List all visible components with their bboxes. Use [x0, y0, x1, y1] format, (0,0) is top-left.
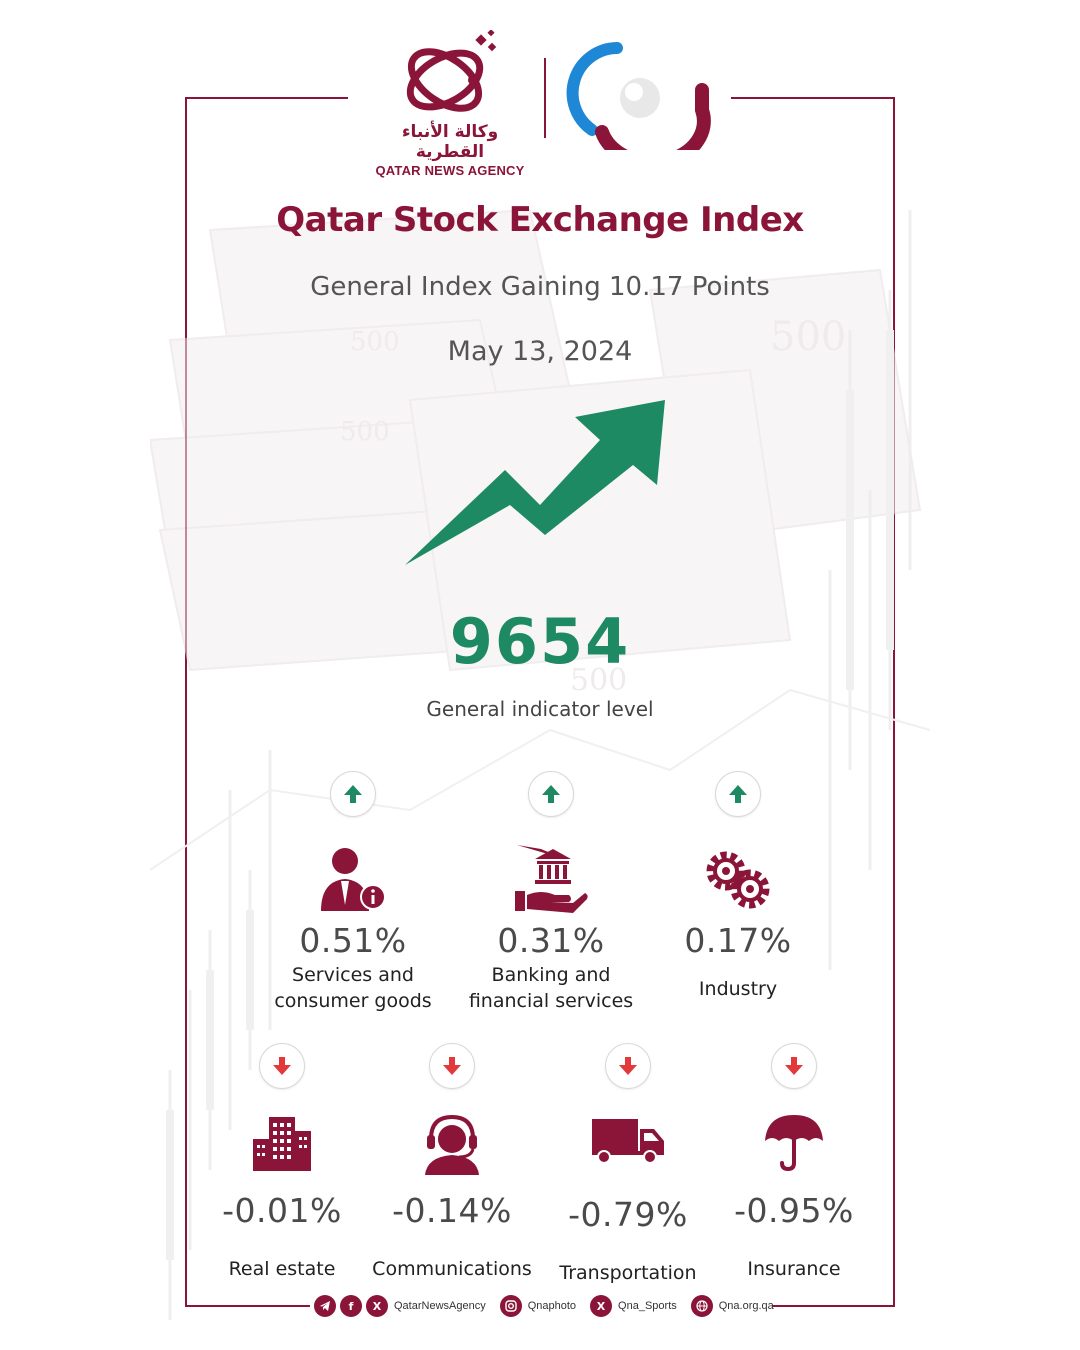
sector-change: -0.01%: [222, 1191, 342, 1230]
sector-change: -0.95%: [734, 1191, 854, 1230]
frame-top-left-border: [185, 97, 348, 99]
qna-logo: وكالة الأنباء القطرية QATAR NEWS AGENCY: [370, 30, 530, 178]
truck-icon: [592, 1119, 664, 1164]
up-arrow-badge: [715, 771, 761, 817]
sector-transportation: -0.79% Transportation: [528, 1043, 728, 1286]
svg-text:500: 500: [770, 314, 846, 360]
frame-top-right-border: [731, 97, 895, 99]
sector-name: Banking and financial services: [468, 964, 634, 1012]
arrow-down-icon: [619, 1057, 637, 1075]
arrow-up-icon: [542, 785, 560, 803]
page-subtitle: General Index Gaining 10.17 Points: [310, 272, 770, 302]
sector-real-estate: -0.01% Real estate: [182, 1043, 382, 1282]
sector-name: Communications: [372, 1258, 532, 1280]
down-arrow-badge: [259, 1043, 305, 1089]
agency-name-english: QATAR NEWS AGENCY: [375, 163, 525, 178]
telegram-icon[interactable]: [314, 1295, 336, 1317]
instagram-icon[interactable]: [499, 1295, 522, 1317]
sector-change: 0.51%: [299, 921, 407, 960]
sector-change: 0.31%: [497, 921, 605, 960]
arrow-down-icon: [273, 1057, 291, 1075]
arrow-up-icon: [344, 785, 362, 803]
qatar-stock-exchange-logo: [566, 42, 711, 150]
svg-text:500: 500: [570, 663, 627, 698]
down-arrow-badge: [429, 1043, 475, 1089]
gears-icon: [706, 851, 770, 909]
arrow-up-icon: [729, 785, 747, 803]
headset-agent-icon: [425, 1114, 479, 1175]
up-arrow-badge: [330, 771, 376, 817]
qna-emblem-icon: [406, 30, 497, 112]
social-footer: f X QatarNewsAgency Qnaphoto X Qna_Sport…: [314, 1292, 784, 1320]
frame-bottom-left-border: [185, 1305, 310, 1307]
sector-insurance: -0.95% Insurance: [694, 1043, 894, 1282]
globe-icon[interactable]: [690, 1295, 713, 1317]
x-twitter-icon[interactable]: X: [366, 1295, 388, 1317]
sector-name: Transportation: [559, 1262, 697, 1284]
report-date: May 13, 2024: [447, 336, 633, 367]
sector-name: Industry: [698, 978, 778, 1000]
sector-change: -0.14%: [392, 1191, 512, 1230]
sector-name: Real estate: [228, 1258, 336, 1280]
down-arrow-badge: [605, 1043, 651, 1089]
svg-text:500: 500: [340, 417, 390, 447]
arrow-down-icon: [785, 1057, 803, 1075]
customer-service-person-icon: [321, 848, 386, 911]
buildings-icon: [253, 1117, 311, 1171]
general-index-value: 9654: [449, 605, 631, 678]
sector-change: -0.79%: [568, 1195, 688, 1234]
sector-services-consumer-goods: 0.51% Services and consumer goods: [253, 771, 453, 1014]
sector-industry: 0.17% Industry: [638, 771, 838, 1002]
down-arrow-badge: [771, 1043, 817, 1089]
frame-bottom-right-border: [772, 1305, 895, 1307]
general-index-label: General indicator level: [426, 697, 654, 721]
facebook-icon[interactable]: f: [340, 1295, 362, 1317]
social-handle-sports[interactable]: Qna_Sports: [618, 1300, 677, 1312]
up-arrow-badge: [528, 771, 574, 817]
agency-name-arabic: وكالة الأنباء القطرية: [401, 122, 499, 162]
frame-left-border: [185, 97, 187, 1307]
frame-right-border: [893, 97, 895, 1307]
social-handle-photo[interactable]: Qnaphoto: [527, 1300, 577, 1312]
bank-hand-icon: [515, 845, 588, 913]
sector-name: Insurance: [747, 1258, 841, 1280]
page-title: Qatar Stock Exchange Index: [276, 200, 804, 240]
arrow-down-icon: [443, 1057, 461, 1075]
sector-banking-financial: 0.31% Banking and financial services: [451, 771, 651, 1014]
social-handle-main[interactable]: QatarNewsAgency: [394, 1300, 486, 1312]
svg-text:500: 500: [350, 327, 400, 357]
background-banknotes-image: 500 500 500 500: [150, 208, 930, 1320]
trend-up-arrow-icon: [405, 400, 665, 565]
umbrella-icon: [765, 1115, 823, 1172]
sector-name: Services and consumer goods: [274, 964, 432, 1012]
website-link[interactable]: Qna.org.qa: [718, 1300, 774, 1312]
logo-divider: [544, 58, 546, 138]
sector-communications: -0.14% Communications: [352, 1043, 552, 1282]
sector-change: 0.17%: [684, 921, 792, 960]
x-twitter-icon[interactable]: X: [590, 1295, 613, 1317]
